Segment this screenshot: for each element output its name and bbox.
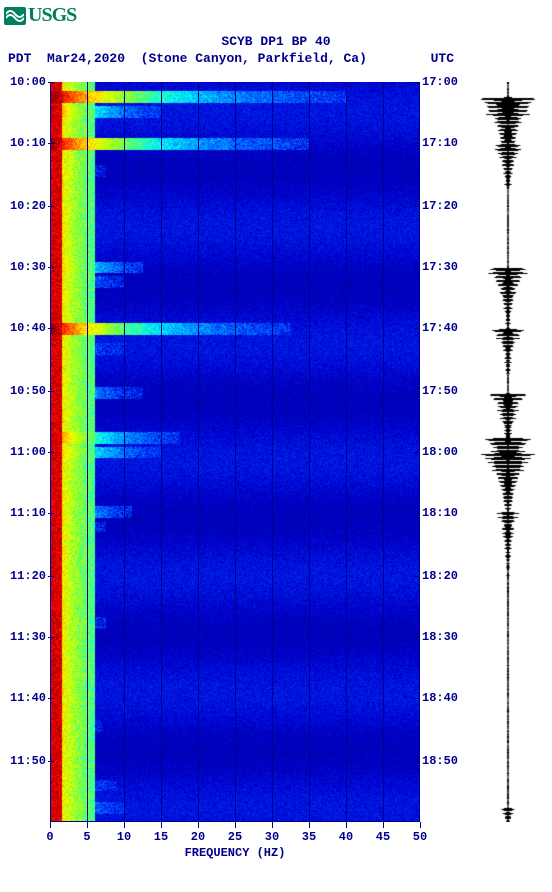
ytick-right: 18:20 (422, 569, 458, 583)
xtick: 50 (413, 830, 427, 844)
waveform-plot (468, 82, 548, 822)
ytick-left: 10:00 (10, 75, 46, 89)
xtick: 5 (83, 830, 90, 844)
ytick-right: 17:10 (422, 136, 458, 150)
ytick-right: 17:40 (422, 321, 458, 335)
xtick: 40 (339, 830, 353, 844)
x-axis-label: FREQUENCY (HZ) (50, 846, 420, 860)
ytick-left: 10:30 (10, 260, 46, 274)
ytick-left: 10:40 (10, 321, 46, 335)
usgs-wave-icon (4, 7, 26, 25)
xtick: 35 (302, 830, 316, 844)
spectrogram-canvas (50, 82, 420, 822)
xtick: 15 (154, 830, 168, 844)
xtick: 25 (228, 830, 242, 844)
waveform-canvas (468, 82, 548, 822)
ytick-right: 18:30 (422, 630, 458, 644)
spectrogram-plot (50, 82, 420, 822)
xtick: 45 (376, 830, 390, 844)
chart-header: SCYB DP1 BP 40 PDT Mar24,2020 (Stone Can… (0, 34, 552, 68)
xtick: 30 (265, 830, 279, 844)
usgs-text: USGS (28, 4, 76, 27)
ytick-left: 11:30 (10, 630, 46, 644)
y-axis-right: 17:0017:1017:2017:3017:4017:5018:0018:10… (420, 82, 468, 822)
xtick: 20 (191, 830, 205, 844)
ytick-right: 18:50 (422, 754, 458, 768)
xtick: 0 (46, 830, 53, 844)
ytick-left: 10:20 (10, 199, 46, 213)
ytick-left: 11:10 (10, 506, 46, 520)
ytick-left: 11:40 (10, 691, 46, 705)
ytick-right: 17:00 (422, 75, 458, 89)
header-left: PDT Mar24,2020 (Stone Canyon, Parkfield,… (8, 51, 367, 68)
xtick: 10 (117, 830, 131, 844)
chart-title: SCYB DP1 BP 40 (0, 34, 552, 51)
x-axis: FREQUENCY (HZ) 05101520253035404550 (50, 822, 420, 862)
ytick-left: 11:50 (10, 754, 46, 768)
ytick-right: 18:40 (422, 691, 458, 705)
ytick-left: 11:20 (10, 569, 46, 583)
ytick-right: 18:00 (422, 445, 458, 459)
usgs-logo: USGS (4, 4, 76, 27)
ytick-left: 11:00 (10, 445, 46, 459)
ytick-right: 17:20 (422, 199, 458, 213)
ytick-right: 17:50 (422, 384, 458, 398)
header-right-tz: UTC (431, 51, 544, 68)
y-axis-left: 10:0010:1010:2010:3010:4010:5011:0011:10… (0, 82, 48, 822)
ytick-right: 18:10 (422, 506, 458, 520)
ytick-left: 10:10 (10, 136, 46, 150)
ytick-right: 17:30 (422, 260, 458, 274)
ytick-left: 10:50 (10, 384, 46, 398)
